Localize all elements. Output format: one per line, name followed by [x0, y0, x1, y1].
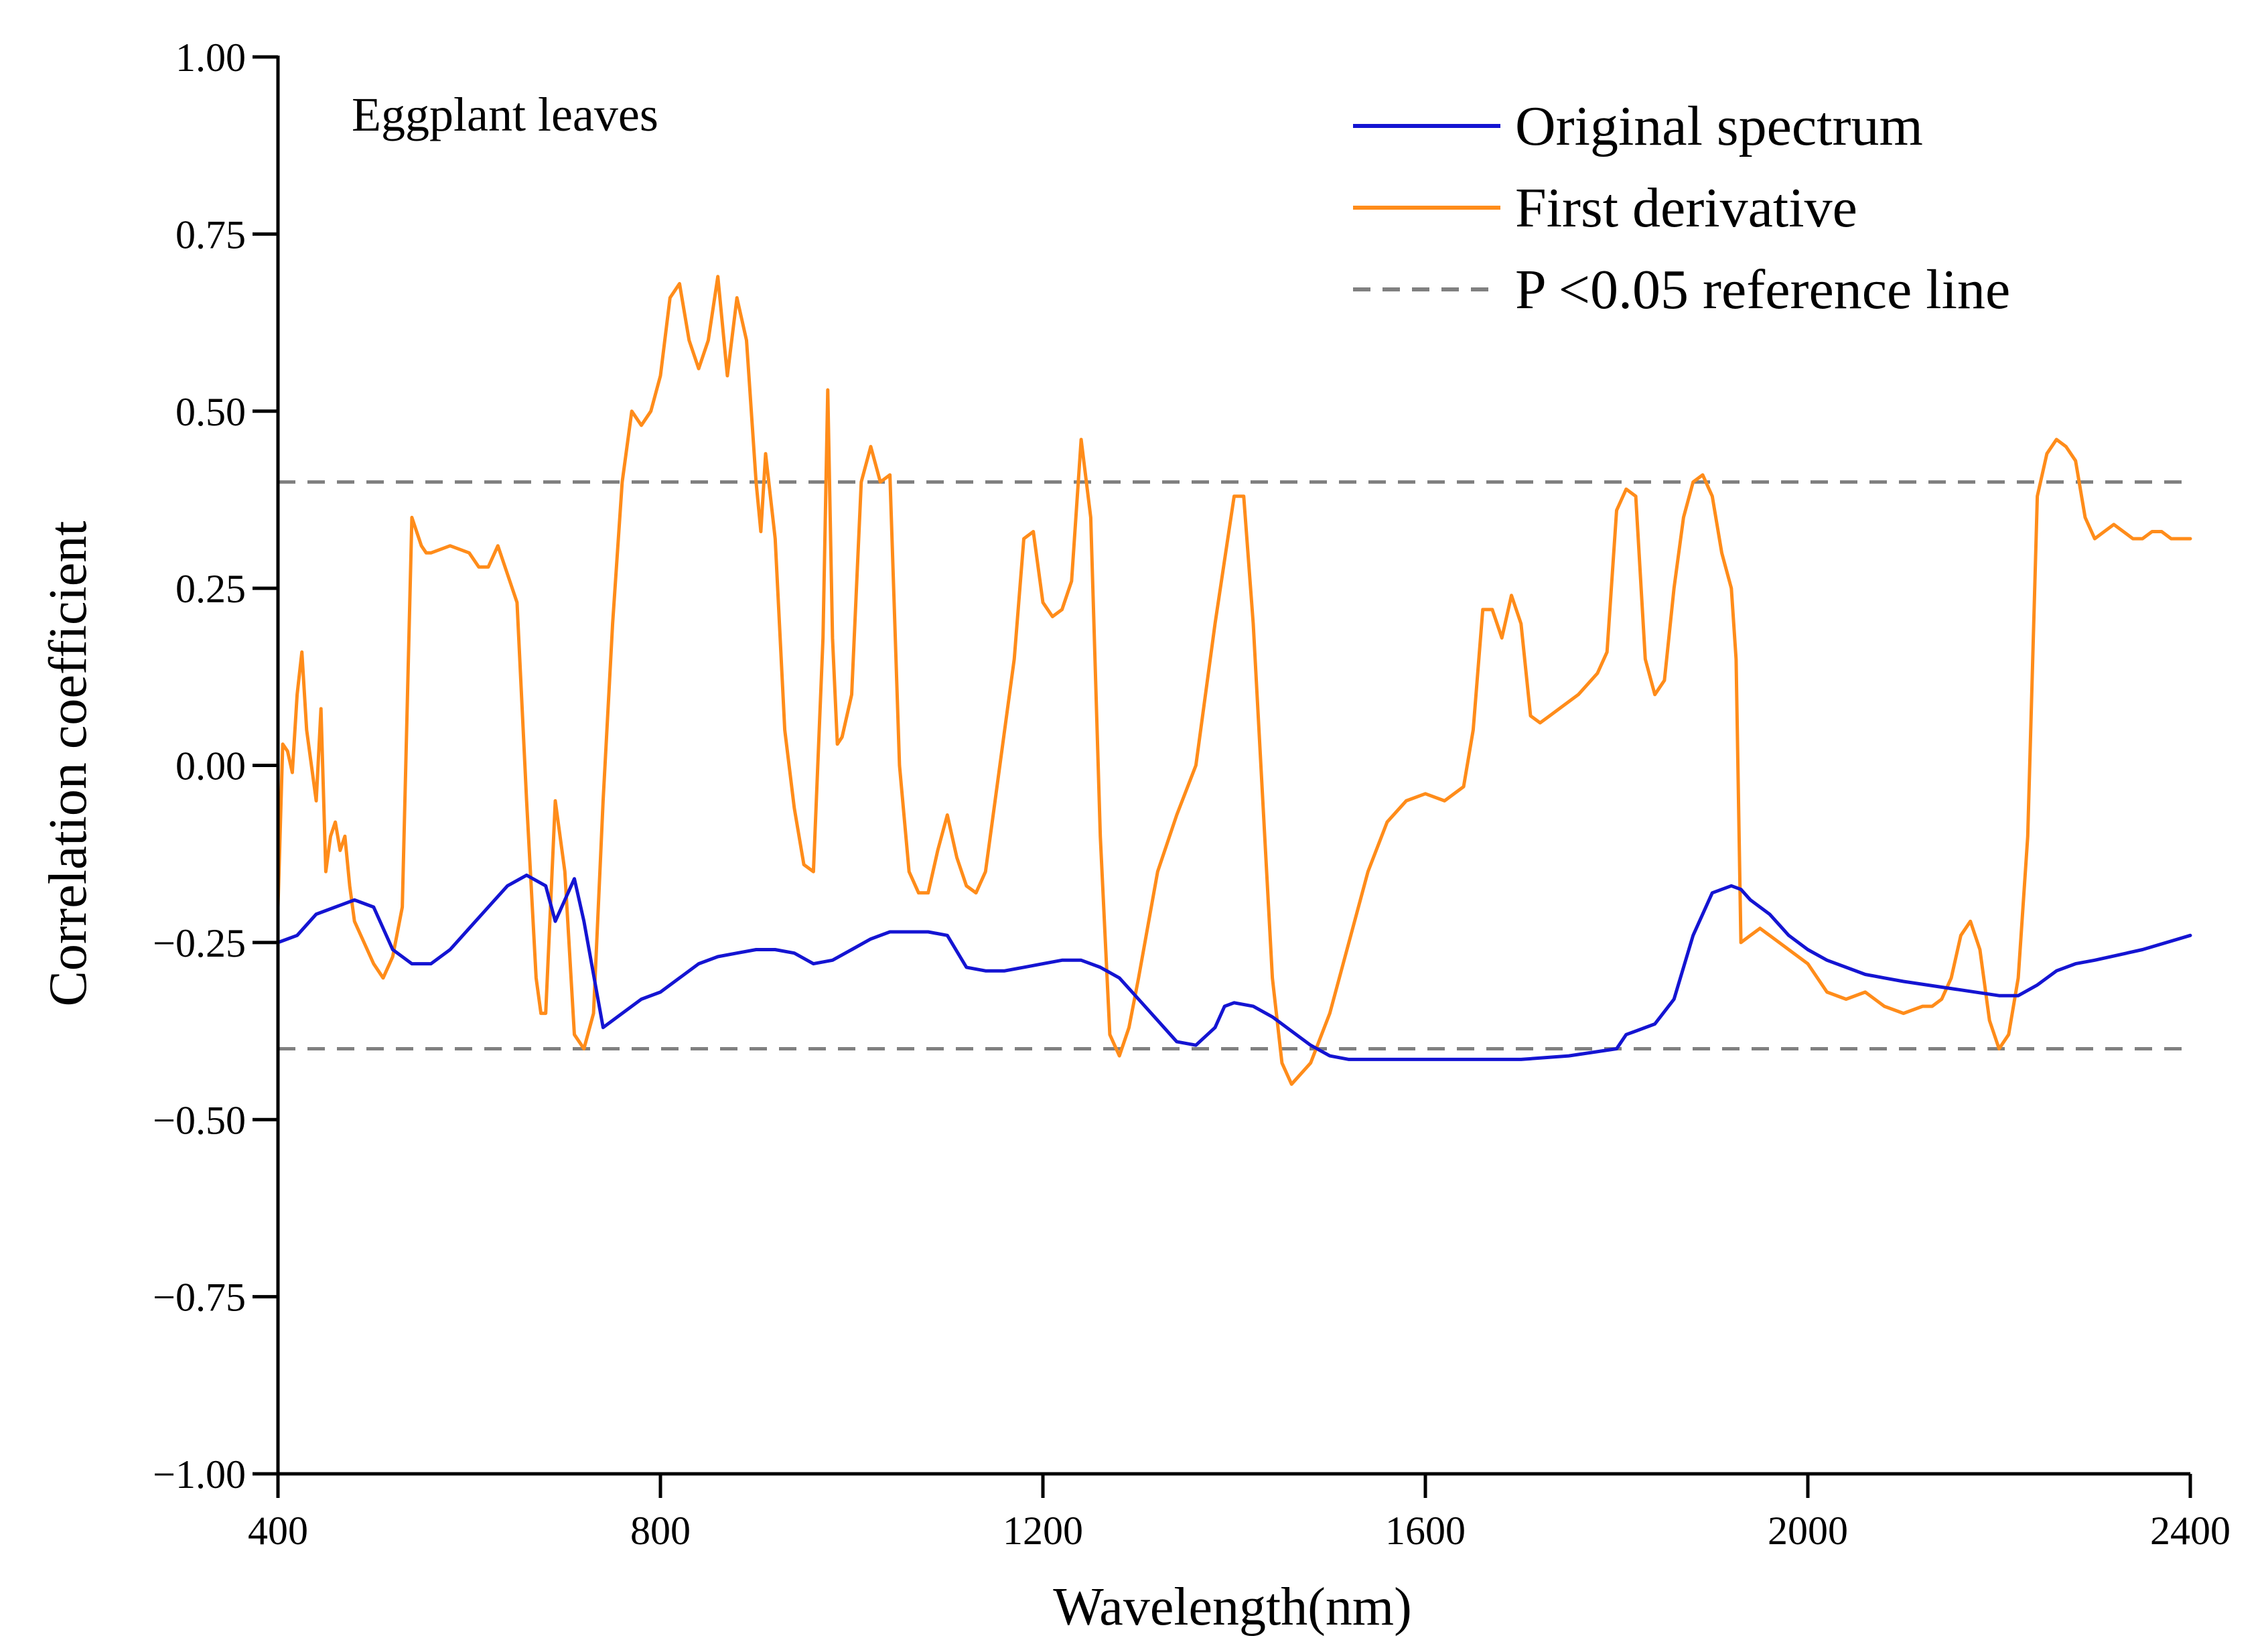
y-tick-label: 0.00: [175, 744, 246, 788]
x-axis-title: Wavelength(nm): [1053, 1578, 1412, 1637]
x-tick-label: 800: [630, 1509, 691, 1553]
x-tick-label: 1200: [1003, 1509, 1083, 1553]
series-line-original-spectrum: [276, 873, 2192, 1061]
y-tick-label: −0.25: [153, 921, 246, 965]
legend-label: First derivative: [1515, 177, 1857, 239]
x-ticks: 400 800 1200 1600 2000 2400: [248, 1474, 2230, 1553]
x-tick-label: 2400: [2150, 1509, 2230, 1553]
y-tick-label: 1.00: [175, 36, 246, 80]
legend: Original spectrum First derivative P <0.05…: [1353, 95, 2010, 321]
y-tick-label: 0.50: [175, 390, 246, 434]
y-tick-label: −0.50: [153, 1098, 246, 1142]
y-tick-label: 0.75: [175, 212, 246, 257]
x-tick-label: 400: [248, 1509, 308, 1553]
y-tick-label: −0.75: [153, 1276, 246, 1320]
x-tick-label: 1600: [1385, 1509, 1466, 1553]
reference-lines: [278, 480, 2190, 1050]
chart-annotation: Eggplant leaves: [352, 88, 658, 141]
y-axis-title: Correlation coefficient: [39, 521, 98, 1007]
y-tick-label: 0.25: [175, 567, 246, 611]
y-tick-label: −1.00: [153, 1452, 246, 1497]
x-tick-label: 2000: [1768, 1509, 1848, 1553]
y-ticks: 1.00 0.75 0.50 0.25 0.00 −0.25 −0.50 −0.75 −1.00: [153, 36, 278, 1497]
series-layer: [276, 275, 2192, 1086]
legend-label: P <0.05 reference line: [1515, 259, 2010, 321]
series-line-first-derivative: [276, 275, 2192, 1086]
legend-label: Original spectrum: [1515, 95, 1923, 157]
